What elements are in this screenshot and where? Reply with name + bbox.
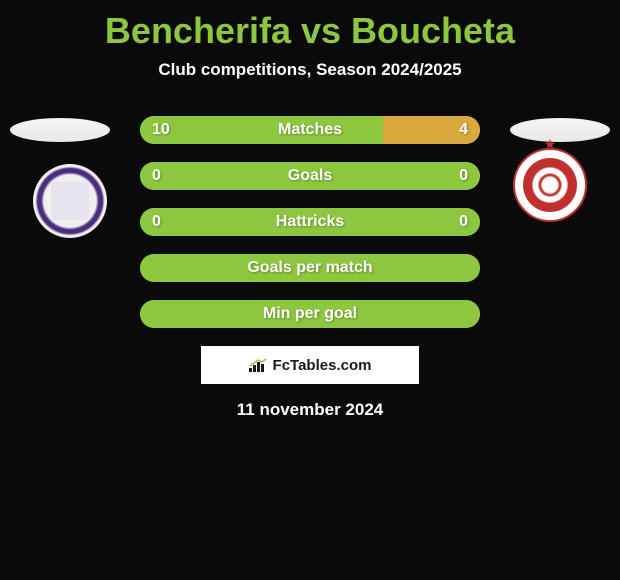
comparison-body: ★ 10 4 Matches 0 0 Goals 0 0 Hattricks Goals per … <box>0 100 620 420</box>
chart-icon <box>249 358 267 372</box>
club-logo-left <box>33 164 107 238</box>
stat-label: Matches <box>278 121 342 139</box>
stat-bar-fill-right <box>310 162 480 190</box>
stat-bar: 0 0 Hattricks <box>140 208 480 236</box>
club-logo-right-inner <box>523 158 577 212</box>
stat-label: Min per goal <box>263 305 357 323</box>
stat-bar: Min per goal <box>140 300 480 328</box>
brand-box: FcTables.com <box>201 346 419 384</box>
stat-label: Goals per match <box>247 259 372 277</box>
stat-value-right: 0 <box>459 167 468 185</box>
player-avatar-left <box>10 118 110 142</box>
stat-label: Hattricks <box>276 213 344 231</box>
stat-bar: 10 4 Matches <box>140 116 480 144</box>
stat-bar-fill-left <box>140 116 383 144</box>
stat-bars: 10 4 Matches 0 0 Goals 0 0 Hattricks Goals per ma… <box>140 100 480 328</box>
stat-bar-fill-left <box>140 162 310 190</box>
brand-text: FcTables.com <box>273 357 372 374</box>
club-logo-left-inner <box>51 182 89 220</box>
comparison-subtitle: Club competitions, Season 2024/2025 <box>0 60 620 80</box>
stat-value-left: 10 <box>152 121 170 139</box>
stat-bar: Goals per match <box>140 254 480 282</box>
stat-value-left: 0 <box>152 167 161 185</box>
generated-date: 11 november 2024 <box>0 400 620 420</box>
stat-value-right: 0 <box>459 213 468 231</box>
stat-bar: 0 0 Goals <box>140 162 480 190</box>
player-avatar-right <box>510 118 610 142</box>
stat-value-right: 4 <box>459 121 468 139</box>
comparison-title: Bencherifa vs Boucheta <box>0 0 620 52</box>
club-logo-right-star: ★ <box>544 136 557 153</box>
stat-value-left: 0 <box>152 213 161 231</box>
club-logo-right: ★ <box>513 148 587 222</box>
stat-label: Goals <box>288 167 332 185</box>
